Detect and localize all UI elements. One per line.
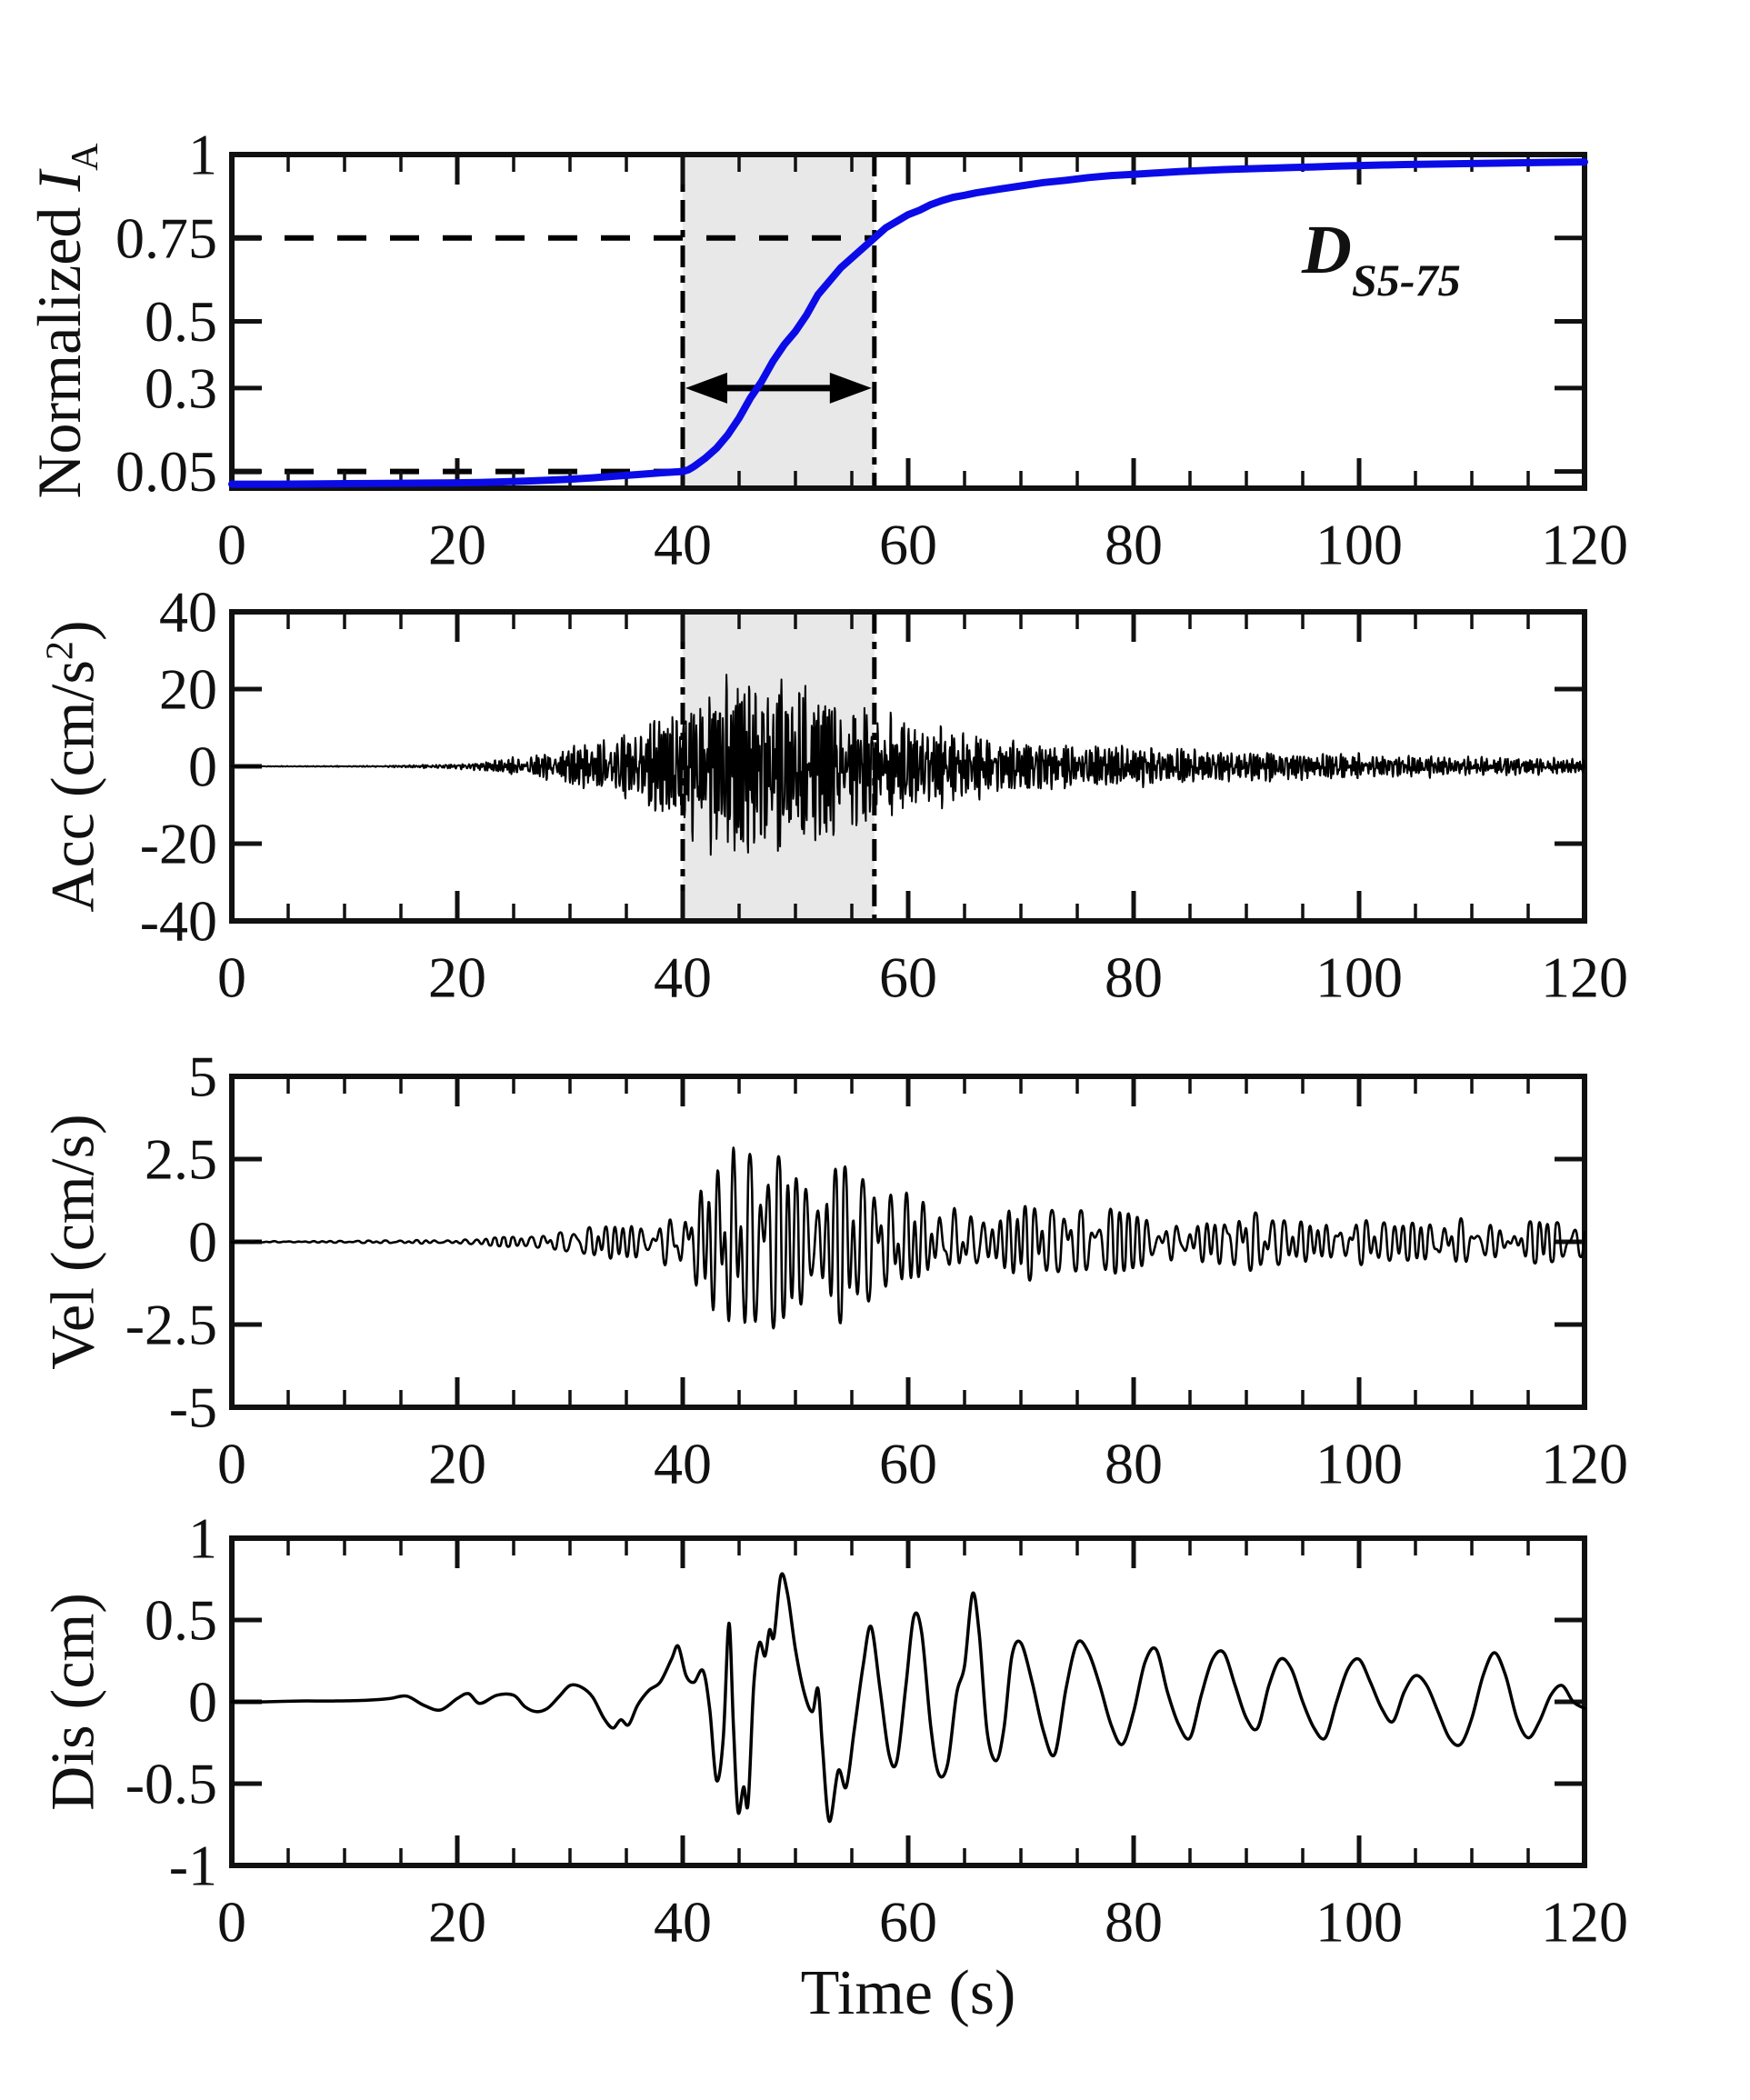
y-tick-label: 0.05 — [115, 439, 217, 504]
y-tick-label: -5 — [169, 1375, 217, 1440]
y-axis-label-displacement: Dis (cm) — [37, 1593, 109, 1811]
x-tick-label: 60 — [879, 1890, 937, 1955]
x-tick-label: 20 — [428, 1432, 486, 1496]
y-tick-label: -2.5 — [125, 1293, 217, 1357]
x-tick-label: 120 — [1541, 1432, 1628, 1496]
ylabel-acc-text: Acc (cm/s — [37, 660, 107, 913]
y-tick-label: 0 — [188, 1670, 217, 1735]
significant-duration-label: DS5-75 — [1302, 211, 1461, 306]
x-tick-label: 120 — [1541, 945, 1628, 1010]
y-tick-label: 0.5 — [145, 1588, 217, 1653]
duration-arrow-head-left — [685, 372, 727, 404]
y-tick-label: 40 — [159, 580, 217, 645]
x-tick-label: 80 — [1105, 513, 1163, 577]
x-tick-label: 60 — [879, 945, 937, 1010]
y-tick-label: 1 — [188, 123, 217, 187]
series-ground_displacement — [230, 1572, 1586, 1824]
x-tick-label: 80 — [1105, 1890, 1163, 1955]
x-tick-label: 0 — [217, 513, 246, 577]
x-tick-label: 40 — [654, 945, 712, 1010]
ylabel-ia-text: Normalized — [25, 191, 95, 499]
y-tick-label: 0.75 — [115, 205, 217, 270]
y-axis-label-acceleration: Acc (cm/s2) — [37, 620, 109, 912]
series-normalized_arias_intensity — [228, 158, 1588, 488]
y-tick-label: 0 — [188, 1210, 217, 1275]
ylabel-acc-superscript: 2 — [38, 641, 82, 661]
y-tick-label: 0.3 — [145, 355, 217, 420]
duration-label-main: D — [1302, 212, 1352, 288]
x-tick-label: 60 — [879, 1432, 937, 1496]
y-axis-label-normalized-ia: Normalized IA — [24, 143, 107, 498]
y-tick-label: -0.5 — [125, 1752, 217, 1816]
x-tick-label: 100 — [1315, 945, 1403, 1010]
x-tick-label: 120 — [1541, 1890, 1628, 1955]
series-ground_velocity — [230, 1146, 1586, 1330]
series-ground_acceleration — [231, 674, 1585, 856]
x-tick-label: 120 — [1541, 513, 1628, 577]
x-tick-label: 60 — [879, 513, 937, 577]
x-tick-label: 40 — [654, 1432, 712, 1496]
panel-displacement-border — [229, 1535, 1587, 1868]
y-tick-label: 20 — [159, 657, 217, 722]
panel-normalized-arias-intensity-border — [229, 152, 1587, 491]
x-tick-label: 20 — [428, 945, 486, 1010]
y-tick-label: 0 — [188, 735, 217, 799]
ylabel-ia-symbol: I — [25, 170, 95, 192]
duration-arrow-head-right — [829, 372, 872, 404]
x-tick-label: 100 — [1315, 1432, 1403, 1496]
x-tick-label: 20 — [428, 513, 486, 577]
y-tick-label: 1 — [188, 1506, 217, 1571]
x-tick-label: 40 — [654, 513, 712, 577]
x-tick-label: 0 — [217, 945, 246, 1010]
x-tick-label: 100 — [1315, 513, 1403, 577]
x-tick-label: 80 — [1105, 945, 1163, 1010]
x-tick-label: 80 — [1105, 1432, 1163, 1496]
ylabel-dis-text: Dis (cm) — [37, 1593, 107, 1811]
y-tick-label: -40 — [140, 889, 217, 954]
x-tick-label: 40 — [654, 1890, 712, 1955]
y-tick-label: 5 — [188, 1045, 217, 1109]
y-axis-label-velocity: Vel (cm/s) — [37, 1114, 109, 1369]
ylabel-acc-text-close: ) — [37, 620, 107, 642]
x-tick-label: 100 — [1315, 1890, 1403, 1955]
x-axis-label-time: Time (s) — [800, 1958, 1016, 2028]
y-tick-label: 2.5 — [145, 1127, 217, 1192]
x-tick-label: 0 — [217, 1890, 246, 1955]
duration-label-subscript: S5-75 — [1351, 255, 1461, 306]
ylabel-vel-text: Vel (cm/s) — [37, 1114, 107, 1370]
ylabel-ia-subscript: A — [63, 143, 106, 171]
x-tick-label: 0 — [217, 1432, 246, 1496]
y-tick-label: -1 — [169, 1834, 217, 1898]
y-tick-label: 0.5 — [145, 289, 217, 354]
y-tick-label: -20 — [140, 812, 217, 876]
x-tick-label: 20 — [428, 1890, 486, 1955]
significant-duration-band — [683, 155, 875, 488]
